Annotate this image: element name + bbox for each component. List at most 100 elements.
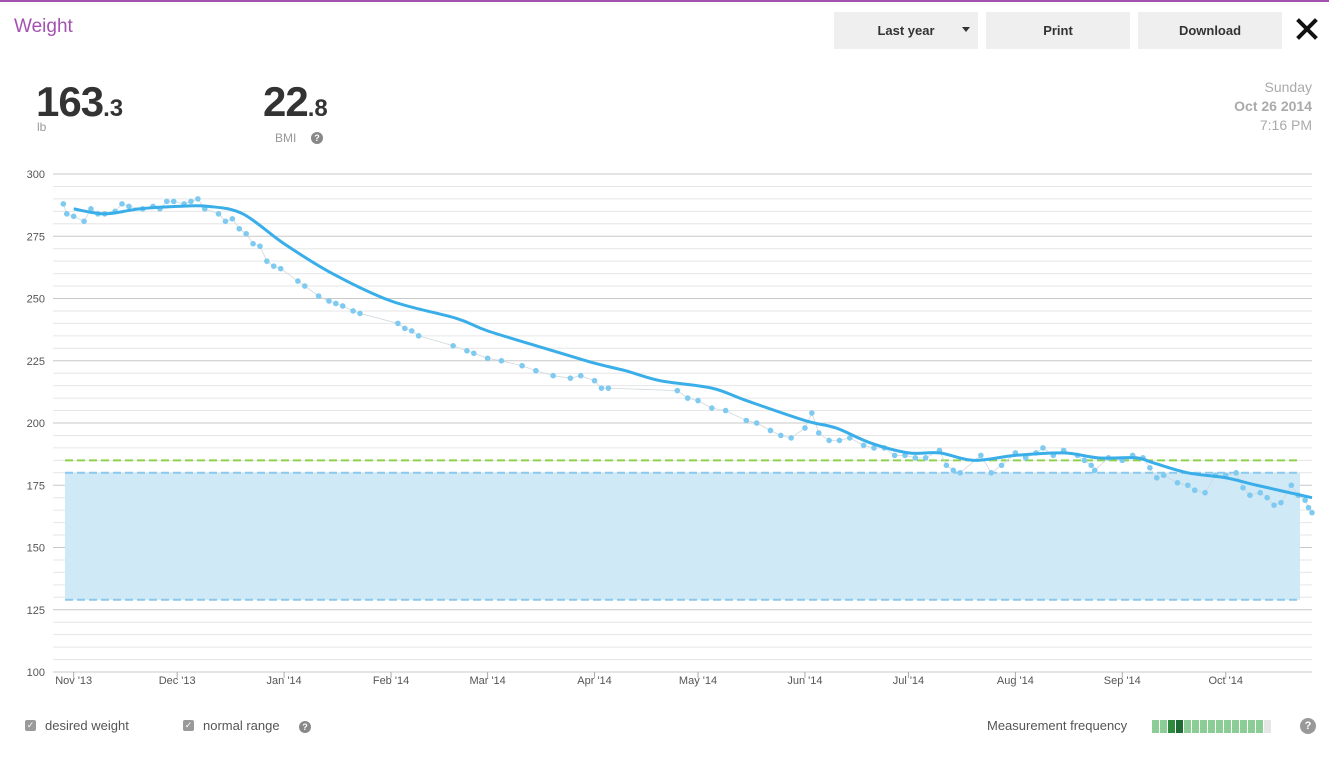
measurement-frequency-bar (1152, 720, 1272, 733)
weight-point (1022, 455, 1029, 461)
weight-point (195, 196, 201, 202)
weight-point (471, 350, 477, 357)
weight-point (1309, 509, 1315, 516)
weight-point (943, 462, 950, 469)
x-tick-label: Jul '14 (893, 675, 924, 687)
weight-point (1147, 465, 1153, 471)
y-tick-label: 225 (27, 356, 45, 368)
weight-point (1160, 472, 1167, 479)
weight-point (684, 395, 691, 401)
download-button[interactable]: Download (1138, 12, 1282, 49)
date-time: 7:16 PM (1259, 117, 1312, 133)
weight-point (222, 218, 229, 225)
weight-point (860, 442, 867, 449)
normal-range-toggle[interactable]: ✓ normal range (183, 718, 280, 733)
x-tick-label: Dec '13 (159, 675, 196, 687)
frequency-segment (1192, 720, 1199, 733)
y-tick-label: 175 (27, 480, 45, 492)
weight-point (722, 407, 729, 414)
weight-point (1040, 445, 1046, 451)
weight-point (402, 325, 408, 332)
weight-point (170, 198, 177, 205)
weight-point (1278, 499, 1284, 506)
weight-point (836, 437, 843, 444)
weight-point (567, 375, 574, 381)
range-dropdown[interactable]: Last year (834, 12, 978, 49)
weight-point (295, 278, 301, 284)
weight-point (743, 417, 750, 424)
current-weight: 163.3 (36, 78, 123, 126)
weight-point (998, 462, 1005, 469)
checkbox-checked-icon[interactable]: ✓ (25, 720, 36, 731)
checkbox-checked-icon[interactable]: ✓ (183, 720, 194, 731)
weight-point (236, 225, 243, 232)
normal-range-label: normal range (203, 718, 280, 733)
weight-point (1240, 484, 1246, 491)
y-tick-label: 100 (27, 667, 45, 679)
weight-point (81, 218, 87, 225)
frequency-segment (1264, 720, 1271, 733)
weight-point (264, 258, 270, 264)
weight-point (243, 230, 249, 237)
x-tick-label: May '14 (679, 675, 717, 687)
weight-point (788, 435, 794, 441)
weight-point (1233, 470, 1239, 476)
weight-point (484, 355, 491, 362)
weight-point (767, 427, 774, 434)
weight-point (598, 385, 605, 391)
x-tick-label: Mar '14 (469, 675, 505, 687)
frequency-segment (1168, 720, 1175, 733)
bmi-help-icon[interactable]: ? (311, 132, 323, 144)
frequency-segment (1240, 720, 1247, 733)
frequency-segment (1160, 720, 1167, 733)
weight-point (674, 387, 681, 394)
weight-point (126, 203, 132, 210)
weight-point (846, 435, 853, 441)
desired-weight-toggle[interactable]: ✓ desired weight (25, 718, 129, 733)
close-icon[interactable] (1294, 16, 1320, 42)
weight-point (326, 298, 332, 304)
weight-point (950, 467, 957, 474)
weight-point (988, 470, 995, 476)
weight-point (802, 425, 808, 431)
page-title: Weight (14, 16, 73, 37)
weight-point (270, 263, 277, 269)
weight-point (164, 198, 170, 205)
weight-point (577, 372, 584, 379)
date-date: Oct 26 2014 (1234, 98, 1312, 114)
current-bmi: 22.8 (263, 78, 328, 126)
print-button[interactable]: Print (986, 12, 1130, 49)
weight-point (60, 201, 67, 207)
weight-point (550, 372, 556, 379)
weight-point (498, 357, 505, 364)
date-day: Sunday (1264, 79, 1312, 95)
weight-point (1081, 457, 1088, 464)
weight-point (357, 310, 363, 317)
measurement-connector (62, 198, 1313, 513)
range-dropdown-label: Last year (877, 23, 935, 38)
weight-point (1088, 462, 1095, 469)
y-tick-label: 300 (27, 169, 45, 181)
y-tick-label: 275 (27, 231, 45, 243)
weight-point (871, 445, 877, 451)
weight-point (709, 405, 715, 411)
frequency-segment (1200, 720, 1207, 733)
frequency-segment (1184, 720, 1191, 733)
weight-point (70, 213, 77, 220)
weight-point (519, 362, 525, 369)
weight-point (1271, 502, 1277, 508)
frequency-segment (1232, 720, 1239, 733)
weight-point (408, 328, 415, 334)
x-tick-label: Oct '14 (1209, 675, 1244, 687)
weight-point (922, 455, 929, 461)
weight-point (1191, 487, 1198, 494)
weight-point (912, 455, 919, 461)
frequency-help-icon[interactable]: ? (1300, 718, 1316, 734)
weight-point (188, 198, 194, 205)
caret-down-icon (962, 27, 970, 32)
weight-point (605, 385, 612, 391)
normal-range-help-icon[interactable]: ? (299, 721, 311, 733)
weight-point (250, 240, 256, 247)
weight-point (809, 410, 815, 416)
weight-point (88, 206, 94, 212)
